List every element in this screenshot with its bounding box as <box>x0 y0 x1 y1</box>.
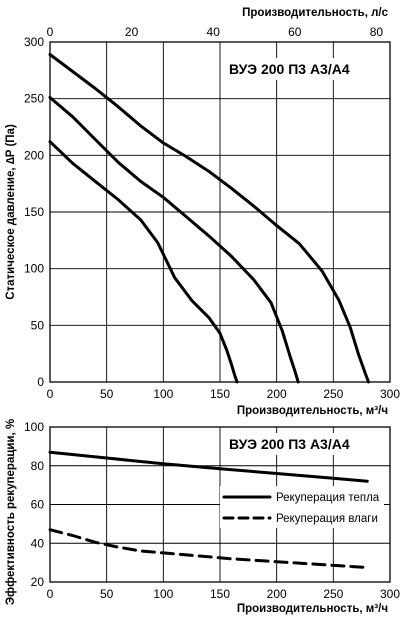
recuperation-chart-x-tick-label: 300 <box>380 587 400 601</box>
pressure-chart-series-1-line <box>48 96 300 384</box>
pressure-chart-x2-tick-label: 40 <box>207 25 221 39</box>
recuperation-chart-y-label: Эффективность рекуперации, % <box>5 419 17 605</box>
recuperation-legend-bg <box>220 486 384 528</box>
pressure-chart-x-ticks: 0 50 100 150 200 250 300 <box>47 387 400 401</box>
pressure-chart-y-label: Статическое давление, ∆P (Па) <box>5 124 17 300</box>
pressure-chart-x-tick-label: 150 <box>210 387 230 401</box>
legend-heat-label: Рекуперация тепла <box>276 492 380 504</box>
pressure-chart-y-ticks: 0 50 100 150 200 250 300 <box>24 35 44 389</box>
recuperation-chart-x-tick-label: 200 <box>267 587 287 601</box>
pressure-chart-x2-tick-label: 0 <box>47 25 54 39</box>
pressure-chart-x-tick-label: 100 <box>153 387 173 401</box>
recuperation-chart-y-tick-label: 80 <box>31 459 45 473</box>
pressure-chart-x-tick-label: 50 <box>100 387 114 401</box>
pressure-chart-x2-label: Производительность, л/с <box>242 7 388 19</box>
pressure-chart-x2-ticks: 0 20 40 60 80 <box>47 25 384 39</box>
recuperation-chart-title-bg <box>224 433 374 455</box>
pressure-chart-frame <box>49 41 391 383</box>
pressure-chart-y-tick-label: 100 <box>24 262 44 276</box>
recuperation-chart-x-label: Производительность, м³/ч <box>237 603 388 615</box>
pressure-chart-y-tick-label: 300 <box>24 35 44 49</box>
recuperation-chart-y-tick-label: 20 <box>31 575 45 589</box>
recuperation-chart-y-tick-label: 100 <box>24 420 44 434</box>
recuperation-chart-title: ВУЭ 200 П3 А3/А4 <box>229 436 350 452</box>
recuperation-chart-frame <box>49 426 391 583</box>
pressure-chart-y-tick-label: 150 <box>24 205 44 219</box>
recuperation-chart-y-tick-label: 40 <box>31 536 45 550</box>
pressure-chart-y-tick-label: 50 <box>31 318 45 332</box>
recuperation-chart: 0 50 100 150 200 250 300 20 40 60 80 100 ВУЭ 200 П… <box>5 419 400 615</box>
legend-moisture-label: Рекуперация влаги <box>276 513 378 525</box>
recuperation-chart-x-tick-label: 150 <box>210 587 230 601</box>
recuperation-chart-y-ticks: 20 40 60 80 100 <box>24 420 44 589</box>
recuperation-chart-x-tick-label: 250 <box>323 587 343 601</box>
pressure-chart-x-label: Производительность, м³/ч <box>237 405 388 417</box>
pressure-chart-x2-tick-label: 60 <box>288 25 302 39</box>
recuperation-chart-y-tick-label: 60 <box>31 498 45 512</box>
recuperation-chart-x-tick-label: 100 <box>153 587 173 601</box>
recuperation-chart-curves <box>48 450 369 569</box>
pressure-chart-series-0-line <box>48 53 370 384</box>
recuperation-chart-x-tick-label: 0 <box>47 587 54 601</box>
recuperation-chart-series-0-line <box>48 450 369 483</box>
pressure-chart-x-tick-label: 200 <box>267 387 287 401</box>
pressure-chart-title-bg <box>224 58 374 80</box>
pressure-chart-x2-tick-label: 80 <box>370 25 384 39</box>
pressure-chart-curves <box>48 53 370 384</box>
pressure-chart-x2-tick-label: 20 <box>125 25 139 39</box>
pressure-chart-y-tick-label: 0 <box>37 375 44 389</box>
pressure-chart-y-tick-label: 250 <box>24 92 44 106</box>
recuperation-chart-x-tick-label: 50 <box>100 587 114 601</box>
recuperation-chart-series-1-line <box>48 528 369 569</box>
pressure-chart-title: ВУЭ 200 П3 А3/А4 <box>229 61 350 77</box>
pressure-chart-y-tick-label: 200 <box>24 148 44 162</box>
pressure-chart: 0 50 100 150 200 250 300 0 50 100 150 200 250 300 0 2… <box>5 7 400 417</box>
recuperation-chart-x-ticks: 0 50 100 150 200 250 300 <box>47 587 400 601</box>
pressure-chart-series-2-line <box>48 140 239 384</box>
pressure-chart-x-tick-label: 300 <box>380 387 400 401</box>
pressure-chart-x-tick-label: 250 <box>323 387 343 401</box>
pressure-chart-x-tick-label: 0 <box>47 387 54 401</box>
